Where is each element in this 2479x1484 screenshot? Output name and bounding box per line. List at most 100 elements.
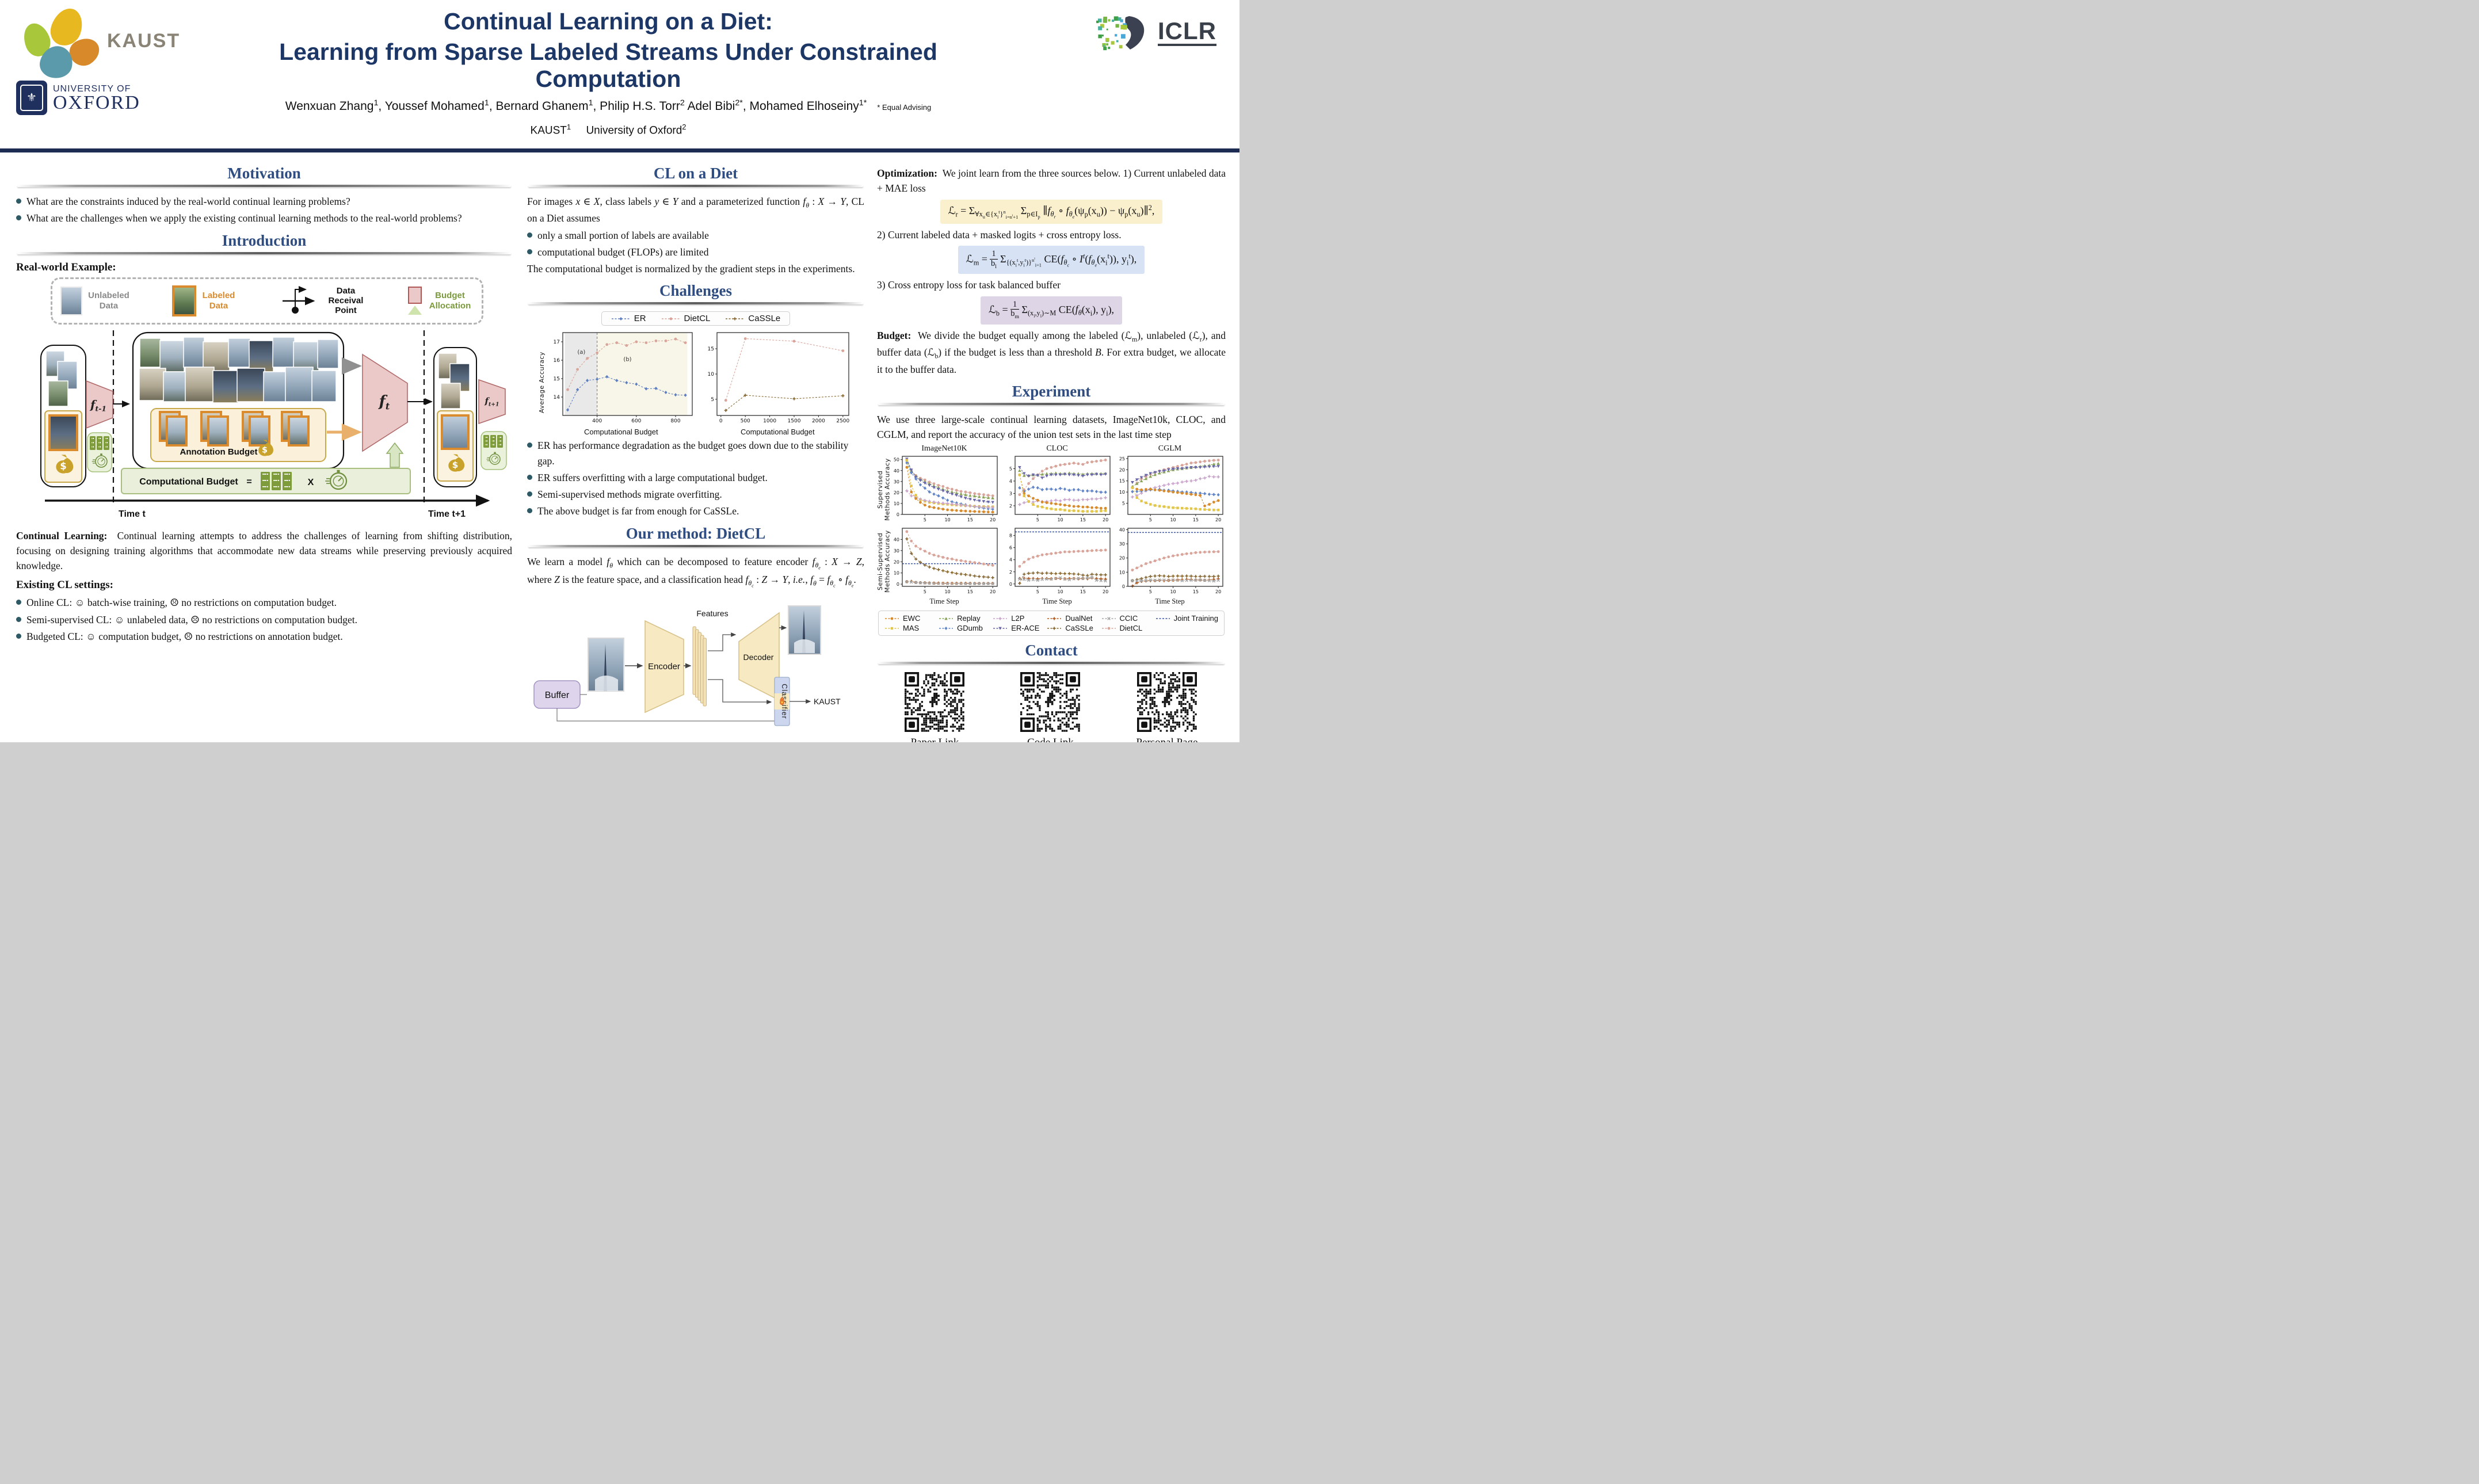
motivation-bullet: What are the challenges when we apply th… — [16, 211, 512, 226]
poster-title-line2: Learning from Sparse Labeled Streams Und… — [279, 39, 937, 92]
diet-bullet: computational budget (FLOPs) are limited — [527, 245, 864, 260]
motivation-title: Motivation — [227, 165, 301, 182]
legend-entry: DietCL — [1101, 624, 1152, 632]
iclr-wordmark: ICLR — [1158, 18, 1216, 47]
svg-text:20: 20 — [1119, 556, 1125, 561]
oxford-crest-icon — [16, 81, 47, 115]
svg-text:5: 5 — [924, 517, 926, 522]
challenges-title: Challenges — [659, 282, 732, 300]
iclr-logo: ICLR — [1093, 13, 1216, 52]
svg-text:5: 5 — [1036, 517, 1039, 522]
bullet-icon — [16, 600, 21, 605]
legend-entry: CCIC — [1101, 614, 1152, 623]
contact-title: Contact — [1025, 642, 1078, 659]
svg-text:15: 15 — [967, 517, 973, 522]
diet-paragraph: For images x ∈ X, class labels y ∈ Y and… — [527, 196, 864, 224]
divider — [528, 544, 863, 547]
setting-bullet: Semi-supervised CL: ☺ unlabeled data, ☹ … — [16, 612, 512, 627]
challenges-xlabel: Computational Budget — [740, 428, 815, 437]
bullet-icon — [16, 199, 21, 204]
svg-text:Decoder: Decoder — [743, 653, 774, 662]
svg-text:$: $ — [452, 459, 459, 470]
existing-settings-label: Existing CL settings: — [16, 579, 113, 592]
svg-text:20: 20 — [894, 560, 899, 565]
realworld-diagram: $ ft-1 Annotation Budget $ ft Computational B… — [16, 330, 512, 524]
challenge-bullet: Semi-supervised methods migrate overfitt… — [527, 487, 864, 502]
challenges-xlabel: Computational Budget — [583, 428, 658, 437]
poster-title-line1: Continual Learning on a Diet: — [444, 8, 773, 35]
qr-label: Personal Page — [1136, 737, 1197, 742]
divider — [17, 251, 511, 254]
svg-text:2000: 2000 — [812, 418, 825, 424]
svg-text:15: 15 — [1080, 517, 1086, 522]
bullet-icon — [16, 633, 21, 639]
affiliations-line: KAUST1 University of Oxford2 — [530, 123, 687, 137]
svg-text:10: 10 — [1057, 589, 1063, 594]
challenge-bullet: ER suffers overfitting with a large comp… — [527, 470, 864, 485]
budget-arrow-icon — [408, 306, 422, 315]
svg-text:16: 16 — [554, 358, 560, 364]
challenges-chart-large-budget: 0 500 1000 1500 2000 2500 5 10 15 — [702, 329, 853, 429]
svg-text:5: 5 — [1149, 517, 1152, 522]
experiment-charts-grid: ImageNet10K CLOC CGLM Supervised Methods… — [876, 444, 1226, 606]
timestep-xlabel: Time Step — [1155, 597, 1185, 606]
bullet-icon — [527, 232, 532, 238]
continual-learning-paragraph: Continual Learning: Continual learning a… — [16, 529, 513, 572]
legend-entry: DietCL — [661, 314, 710, 323]
svg-text:40: 40 — [894, 468, 899, 474]
method-title: Our method: DietCL — [626, 524, 766, 542]
svg-text:0: 0 — [897, 512, 899, 517]
column-left: Motivation What are the constraints indu… — [16, 159, 512, 646]
svg-text:10: 10 — [1170, 589, 1176, 594]
kaust-logo: KAUST — [16, 4, 189, 82]
timestep-xlabel: Time Step — [1042, 597, 1072, 606]
method-diagram-canvas: Buffer Encoder Features Decoder Classifier KA… — [533, 605, 841, 726]
experiment-chart-cglm-semisupervised: 5 10 15 20 0 10 20 30 40 — [1114, 525, 1226, 597]
unlabeled-photo-icon — [60, 286, 82, 315]
legend-entry: EWC — [884, 614, 935, 623]
divider — [878, 402, 1225, 405]
qr-personal: Personal Page — [1136, 672, 1198, 742]
step2-text: 2) Current labeled data + masked logits … — [877, 228, 1122, 241]
legend-unlabeled: Unlabeled Data — [60, 286, 131, 315]
svg-text:20: 20 — [1103, 589, 1108, 594]
svg-text:10: 10 — [1057, 517, 1063, 522]
svg-text:6: 6 — [1009, 545, 1012, 551]
legend-entry: Joint Training — [1155, 614, 1218, 623]
svg-text:50: 50 — [894, 457, 899, 463]
qr-label: Paper Link — [911, 737, 959, 742]
svg-text:Computational Budget: Computational Budget — [139, 477, 238, 487]
svg-text:20: 20 — [894, 490, 899, 495]
budget-paragraph: Budget: We divide the budget equally amo… — [877, 330, 1226, 375]
equal-advising-note: * Equal Advising — [877, 103, 932, 112]
svg-text:=: = — [246, 477, 251, 487]
realworld-diagram-canvas: $ ft-1 Annotation Budget $ ft Computational B… — [40, 330, 507, 519]
svg-text:Features: Features — [696, 609, 728, 618]
qr-paper: Paper Link — [905, 672, 965, 742]
challenge-bullet: ER has performance degradation as the bu… — [527, 438, 864, 468]
divider — [528, 185, 863, 187]
oxford-line1: UNIVERSITY OF — [53, 83, 131, 94]
qr-code-paper-icon — [905, 672, 965, 733]
svg-text:Encoder: Encoder — [648, 662, 680, 672]
experiment-chart-imagenet-supervised: 5 10 15 20 0 10 20 30 40 50 — [888, 453, 1000, 525]
svg-text:ft: ft — [378, 393, 390, 412]
svg-text:Annotation Budget: Annotation Budget — [180, 447, 258, 457]
svg-text:800: 800 — [671, 418, 681, 424]
svg-text:600: 600 — [632, 418, 642, 424]
svg-text:5: 5 — [1036, 589, 1039, 594]
experiment-chart-legend: EWC Replay L2P DualNet CCIC Joint Training MAS… — [878, 611, 1225, 636]
oxford-line2: OXFORD — [53, 91, 140, 113]
experiment-paragraph: We use three large-scale continual learn… — [877, 413, 1226, 441]
divider — [17, 185, 511, 187]
svg-text:5: 5 — [924, 589, 926, 594]
bullet-icon — [527, 508, 532, 514]
step3-text: 3) Cross entropy loss for task balanced … — [877, 279, 1061, 291]
svg-text:30: 30 — [894, 479, 899, 485]
motivation-bullet: What are the constraints induced by the … — [16, 194, 512, 209]
experiment-chart-imagenet-semisupervised: 5 10 15 20 0 10 20 30 40 — [888, 525, 1000, 597]
diet-close-paragraph: The computational budget is normalized b… — [527, 263, 855, 275]
svg-text:Time t+1: Time t+1 — [428, 509, 466, 519]
svg-text:40: 40 — [894, 537, 899, 543]
qr-code: Code Link — [1020, 672, 1081, 742]
